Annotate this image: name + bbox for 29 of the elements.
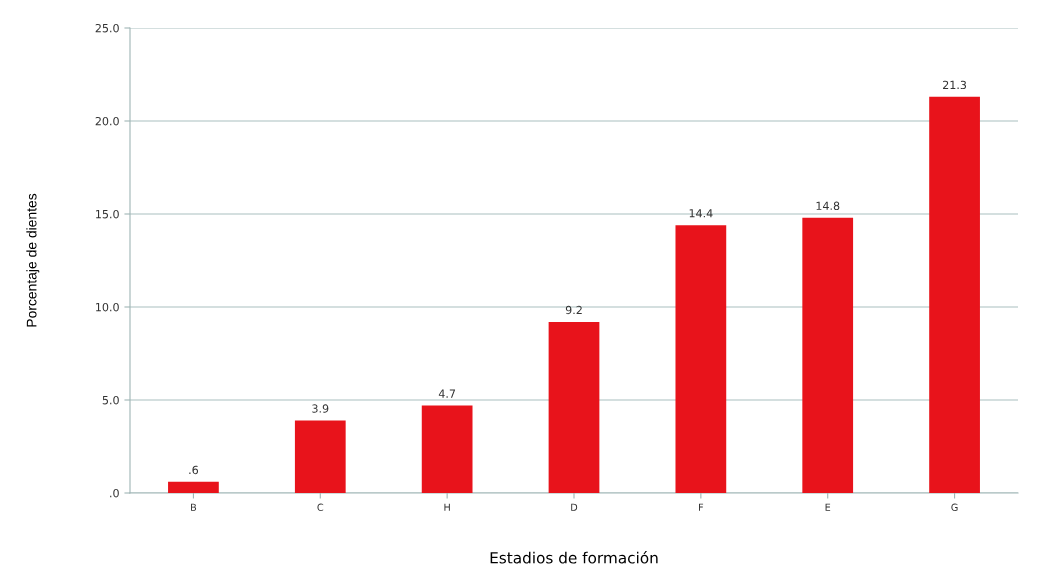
y-axis-title: Porcentaje de dientes — [26, 193, 40, 327]
x-axis-title: Estadios de formación — [490, 551, 658, 564]
y-tick-label: .0 — [110, 488, 119, 498]
x-tick-label: B — [191, 503, 197, 511]
data-label: .6 — [189, 465, 199, 475]
y-tick-label: 20.0 — [95, 116, 119, 126]
bar — [675, 225, 727, 493]
bar — [294, 420, 346, 493]
data-label: 14.8 — [816, 201, 840, 211]
x-tick-label: F — [699, 503, 704, 511]
bar — [548, 321, 600, 493]
x-tick-label: H — [444, 503, 450, 511]
y-tick-label: 10.0 — [96, 302, 119, 312]
bar — [929, 96, 980, 493]
x-tick-label: E — [825, 503, 831, 511]
data-label: 3.9 — [312, 404, 329, 413]
data-label: 14.4 — [689, 209, 713, 218]
x-tick-label: G — [951, 503, 958, 511]
bar — [802, 217, 854, 493]
y-tick-label: 5.0 — [102, 395, 119, 405]
data-label: 21.3 — [943, 80, 967, 90]
y-tick-label: 15.0 — [96, 209, 119, 219]
x-tick-label: C — [317, 503, 324, 511]
bar — [421, 405, 473, 493]
data-label: 9.2 — [565, 305, 582, 315]
x-tick-label: D — [571, 503, 578, 511]
bar — [168, 481, 219, 493]
y-tick-label: 25.0 — [95, 23, 119, 33]
data-label: 4.7 — [438, 389, 456, 398]
